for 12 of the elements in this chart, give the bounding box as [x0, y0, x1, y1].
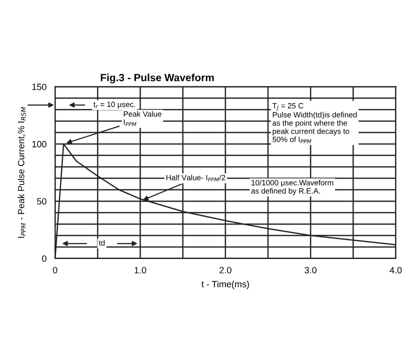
y-tick-label: 50 — [37, 198, 46, 205]
y-tick-label: 0 — [42, 255, 46, 262]
x-tick-label: 4.0 — [390, 266, 402, 274]
x-tick-label: 1.0 — [134, 266, 146, 274]
x-axis-title: t - Time(ms) — [201, 280, 249, 290]
x-tick-label: 0 — [52, 266, 58, 274]
x-tick-label: 3.0 — [304, 266, 317, 274]
y-tick-label: 100 — [32, 140, 46, 148]
chart-title: Fig.3 - Pulse Waveform — [100, 74, 214, 84]
y-tick-label: 150 — [32, 84, 46, 90]
y-axis-title: I$_{PPM}$ - Peak Pulse Current,% I$_{RSM}$ — [18, 107, 26, 238]
x-tick-label: 2.0 — [220, 266, 232, 274]
